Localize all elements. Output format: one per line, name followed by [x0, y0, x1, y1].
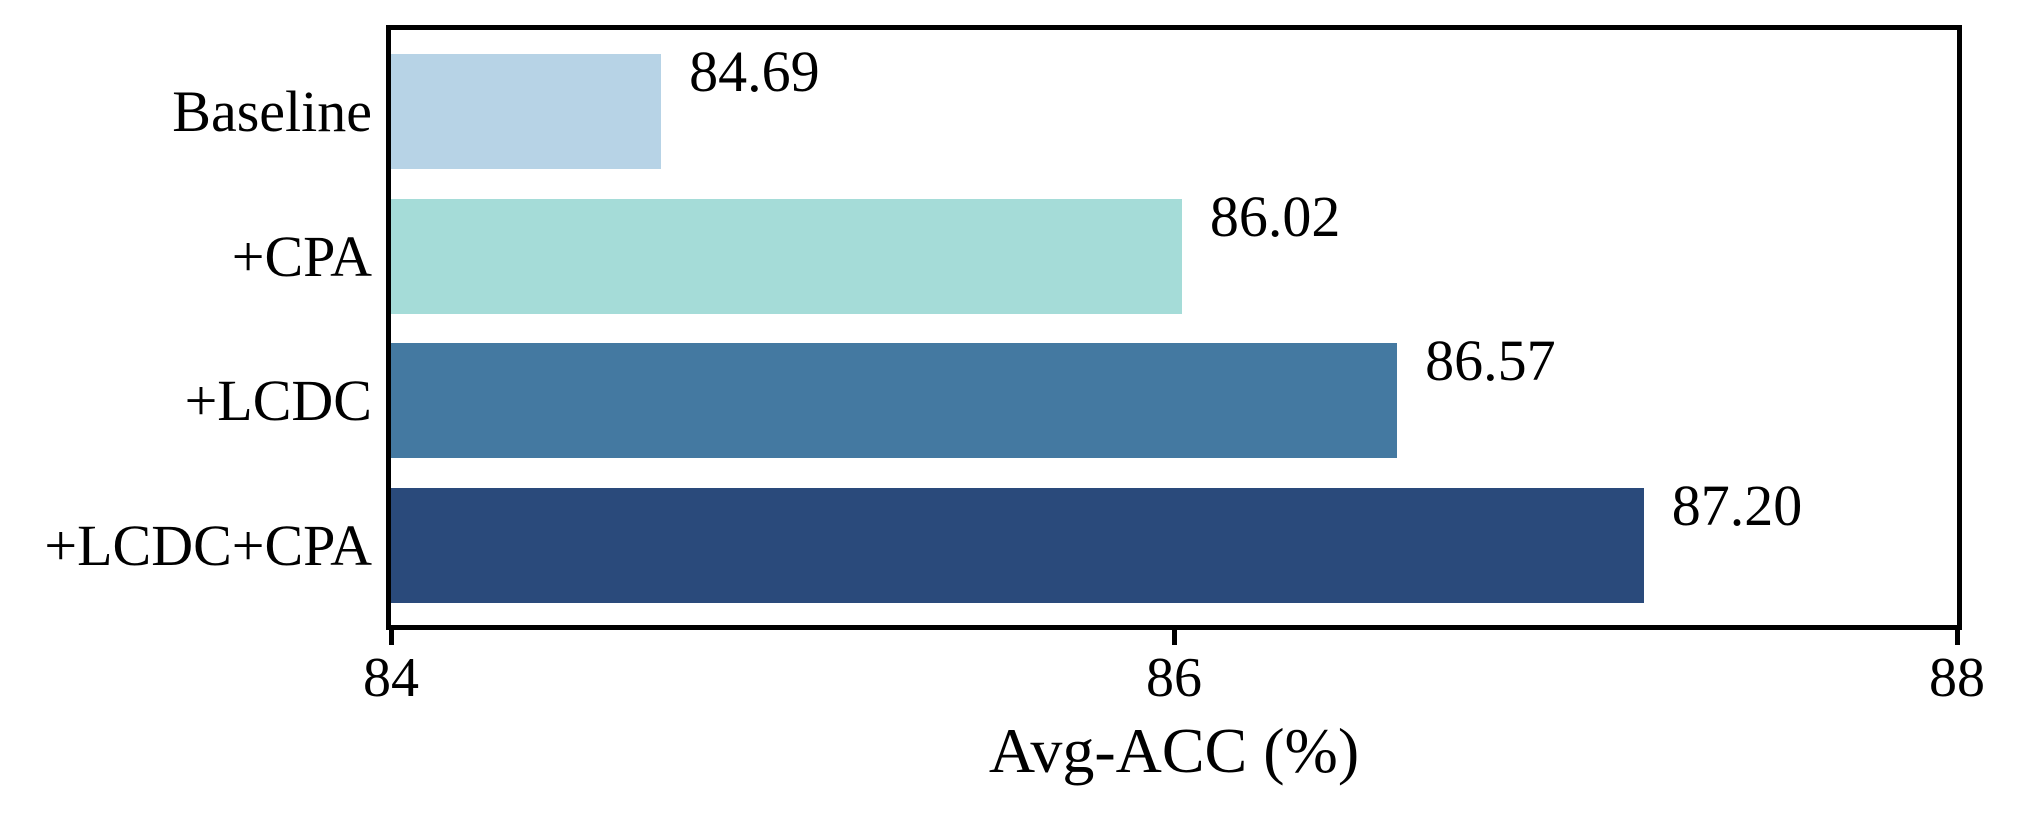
bar [391, 343, 1398, 458]
bar [391, 198, 1182, 314]
bar-value-label: 86.02 [1209, 183, 1341, 249]
bar [391, 54, 662, 169]
x-tick-label: 86 [1146, 647, 1202, 709]
category-label: +LCDC [184, 368, 372, 433]
x-tick-label: 84 [363, 647, 419, 709]
x-axis-label: Avg-ACC (%) [988, 715, 1360, 786]
x-tick-mark [1171, 630, 1177, 645]
bar-value-label: 86.57 [1425, 328, 1556, 393]
x-tick-mark [388, 630, 394, 645]
plot-area: 84.69 86.02 86.57 87.20 [386, 25, 1962, 630]
bar-value-label: 87.20 [1671, 472, 1803, 538]
category-label: +LCDC+CPA [44, 512, 372, 578]
bar [391, 487, 1644, 603]
category-label: +CPA [231, 223, 372, 289]
category-label: Baseline [172, 79, 372, 144]
bar-value-label: 84.69 [689, 39, 820, 104]
x-tick-mark [1954, 630, 1960, 645]
x-tick-label: 88 [1929, 647, 1985, 709]
